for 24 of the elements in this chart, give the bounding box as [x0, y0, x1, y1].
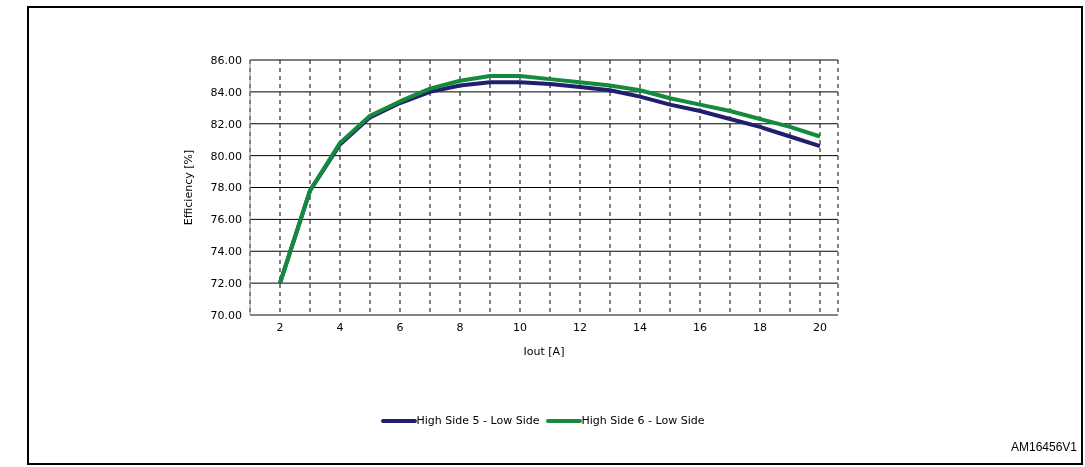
- x-tick-label: 2: [276, 320, 284, 334]
- text: AM16456V1: [1010, 440, 1077, 454]
- x-tick-label: 16: [693, 320, 707, 334]
- legend-label: High Side 6 - Low Side: [581, 414, 705, 427]
- x-tick-label: 20: [813, 320, 827, 334]
- y-tick-label: 84.00: [210, 85, 242, 99]
- x-tick-label: 4: [336, 320, 344, 334]
- y-tick-label: 76.00: [210, 213, 242, 227]
- x-tick-label: 18: [753, 320, 767, 334]
- x-tick-label: 10: [513, 320, 527, 334]
- y-tick-label: 82.00: [210, 117, 242, 131]
- y-tick-label: 80.00: [210, 149, 242, 163]
- y-tick-label: 74.00: [210, 245, 242, 259]
- x-tick-label: 12: [573, 320, 587, 334]
- legend-label: High Side 5 - Low Side: [416, 414, 540, 427]
- y-tick-label: 72.00: [210, 277, 242, 291]
- x-axis-title: Iout [A]: [523, 345, 565, 358]
- y-axis-title: Efficiency [%]: [181, 149, 195, 226]
- y-tick-label: 70.00: [210, 308, 242, 322]
- y-tick-label: 78.00: [210, 181, 242, 195]
- x-tick-label: 8: [456, 320, 464, 334]
- y-tick-label: 86.00: [210, 53, 242, 67]
- x-tick-label: 6: [396, 320, 404, 334]
- x-tick-label: 14: [633, 320, 647, 334]
